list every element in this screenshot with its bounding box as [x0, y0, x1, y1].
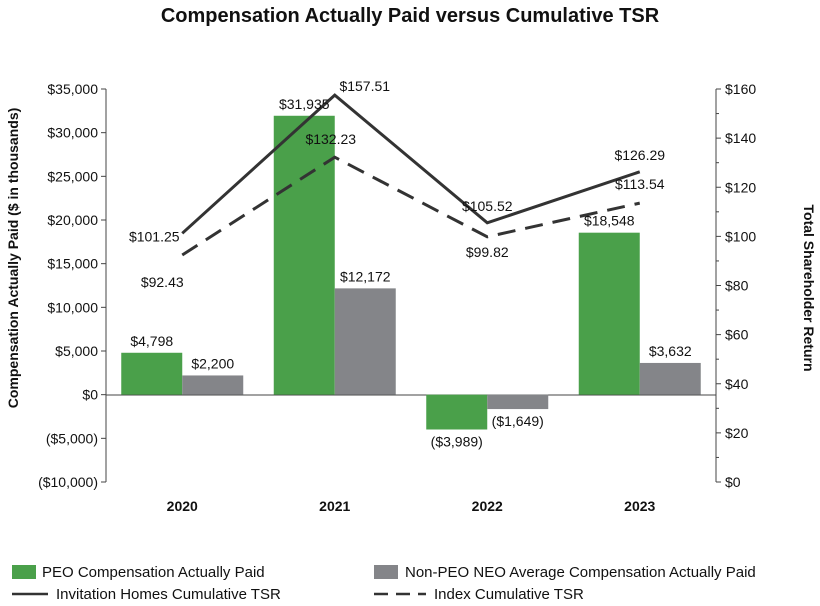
- y2-axis-title: Total Shareholder Return: [801, 205, 817, 372]
- y-tick-label: $25,000: [47, 168, 98, 184]
- line-series-group: [181, 93, 641, 257]
- bar-non-peo: [639, 362, 701, 395]
- legend-label-invitation-tsr: Invitation Homes Cumulative TSR: [56, 586, 281, 603]
- category-labels-group: 2020 2021 2022 2023: [167, 498, 656, 514]
- bar-data-label: $12,172: [340, 268, 391, 284]
- line-index-tsr: [181, 155, 641, 257]
- data-labels-group: $4,798 $31,935 ($3,989) $18,548 $2,200 $12,17…: [129, 78, 692, 449]
- legend-label-non-peo: Non-PEO NEO Average Compensation Actuall…: [405, 564, 756, 581]
- line-data-label: $113.54: [615, 176, 665, 192]
- y-tick-label: $5,000: [55, 343, 98, 359]
- legend-label-index-tsr: Index Cumulative TSR: [434, 586, 584, 603]
- y2-tick-label: $40: [725, 376, 749, 392]
- line-data-label: $92.43: [141, 274, 184, 290]
- bar-data-label: $3,632: [649, 343, 692, 359]
- y-tick-label: $15,000: [47, 256, 98, 272]
- bar-peo: [426, 394, 488, 430]
- line-data-label: $126.29: [614, 147, 665, 163]
- y-tick-label: $0: [82, 387, 98, 403]
- legend: PEO Compensation Actually Paid Non-PEO N…: [12, 564, 756, 603]
- bar-data-label: $18,548: [584, 213, 635, 229]
- left-axis-ticks: $35,000 $30,000 $25,000 $20,000 $15,000 $10,0…: [38, 81, 106, 490]
- line-data-label: $101.25: [129, 228, 180, 244]
- line-data-label: $99.82: [466, 244, 509, 260]
- right-axis-ticks: $160 $140 $120 $100 $80 $60 $40 $20 $0: [716, 81, 756, 490]
- bar-data-label: ($1,649): [492, 413, 544, 429]
- legend-swatch-peo: [12, 565, 36, 579]
- y-tick-label: $35,000: [47, 81, 98, 97]
- y2-tick-label: $160: [725, 81, 756, 97]
- line-invitation-tsr: [181, 93, 641, 235]
- legend-swatch-non-peo: [374, 565, 398, 579]
- y2-tick-label: $60: [725, 327, 749, 343]
- x-category-label: 2020: [167, 498, 198, 514]
- bar-series-group: [121, 115, 701, 430]
- bar-non-peo: [182, 375, 244, 395]
- chart-title: Compensation Actually Paid versus Cumula…: [161, 5, 660, 27]
- bar-peo: [121, 352, 183, 395]
- y2-tick-label: $80: [725, 278, 749, 294]
- y-tick-label: $30,000: [47, 125, 98, 141]
- line-data-label: $132.23: [305, 131, 356, 147]
- y-tick-label: ($5,000): [46, 430, 98, 446]
- y2-tick-label: $100: [725, 228, 756, 244]
- line-data-label: $157.51: [339, 78, 390, 94]
- bar-non-peo: [487, 394, 549, 410]
- bar-non-peo: [334, 288, 396, 395]
- bar-peo: [273, 115, 335, 395]
- x-category-label: 2022: [472, 498, 503, 514]
- line-data-label: $105.52: [462, 198, 513, 214]
- bar-data-label: $2,200: [191, 355, 234, 371]
- y-tick-label: $10,000: [47, 299, 98, 315]
- legend-label-peo: PEO Compensation Actually Paid: [42, 564, 265, 581]
- bar-data-label: ($3,989): [431, 434, 483, 450]
- bar-data-label: $31,935: [279, 96, 330, 112]
- x-category-label: 2023: [624, 498, 655, 514]
- bar-peo: [578, 232, 640, 395]
- bar-data-label: $4,798: [130, 333, 173, 349]
- y2-tick-label: $140: [725, 130, 756, 146]
- y2-tick-label: $0: [725, 474, 741, 490]
- y-tick-label: ($10,000): [38, 474, 98, 490]
- x-category-label: 2021: [319, 498, 350, 514]
- y2-tick-label: $120: [725, 179, 756, 195]
- y2-tick-label: $20: [725, 425, 749, 441]
- y-tick-label: $20,000: [47, 212, 98, 228]
- y-axis-title: Compensation Actually Paid ($ in thousan…: [5, 108, 21, 409]
